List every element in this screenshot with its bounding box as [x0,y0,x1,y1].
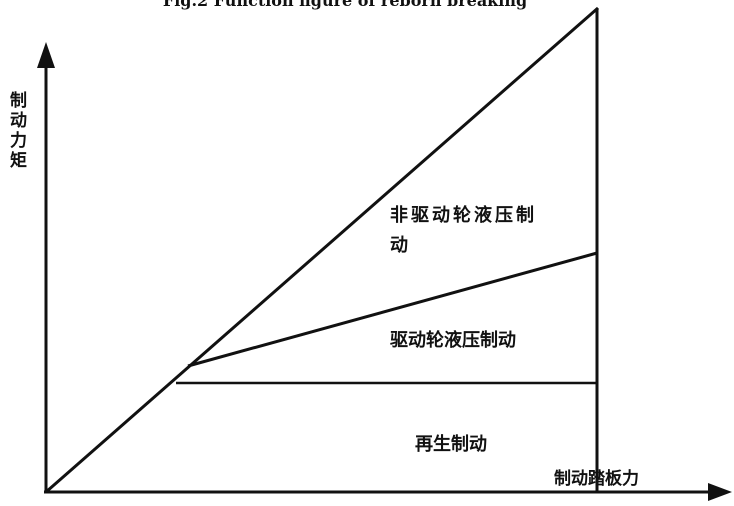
y-axis-label-char: 矩 [10,150,27,171]
drive-wheel-boundary-line [187,251,598,368]
regenerative-braking-label: 再生制动 [415,433,487,455]
y-axis-label-char: 动 [10,111,27,131]
diagonal-total-braking-line [45,6,599,494]
x-axis-label: 制动踏板力 [554,468,639,489]
y-axis-arrow [37,42,55,68]
y-axis-label-text: 制动力矩 [10,90,27,171]
diagram-title: Fig.2 Function figure of reborn breaking [163,0,527,10]
y-axis-label-char: 制 [10,90,27,111]
y-axis-label: 制动力矩 [10,90,27,171]
y-axis-label-char: 力 [10,130,27,151]
drive-wheel-hydraulic-label: 驱动轮液压制动 [390,329,516,351]
non-drive-wheel-hydraulic-label-line2: 动 [390,235,408,256]
non-drive-wheel-hydraulic-label-line1: 非驱动轮液压制 [390,204,537,226]
x-axis-arrow [708,483,732,501]
